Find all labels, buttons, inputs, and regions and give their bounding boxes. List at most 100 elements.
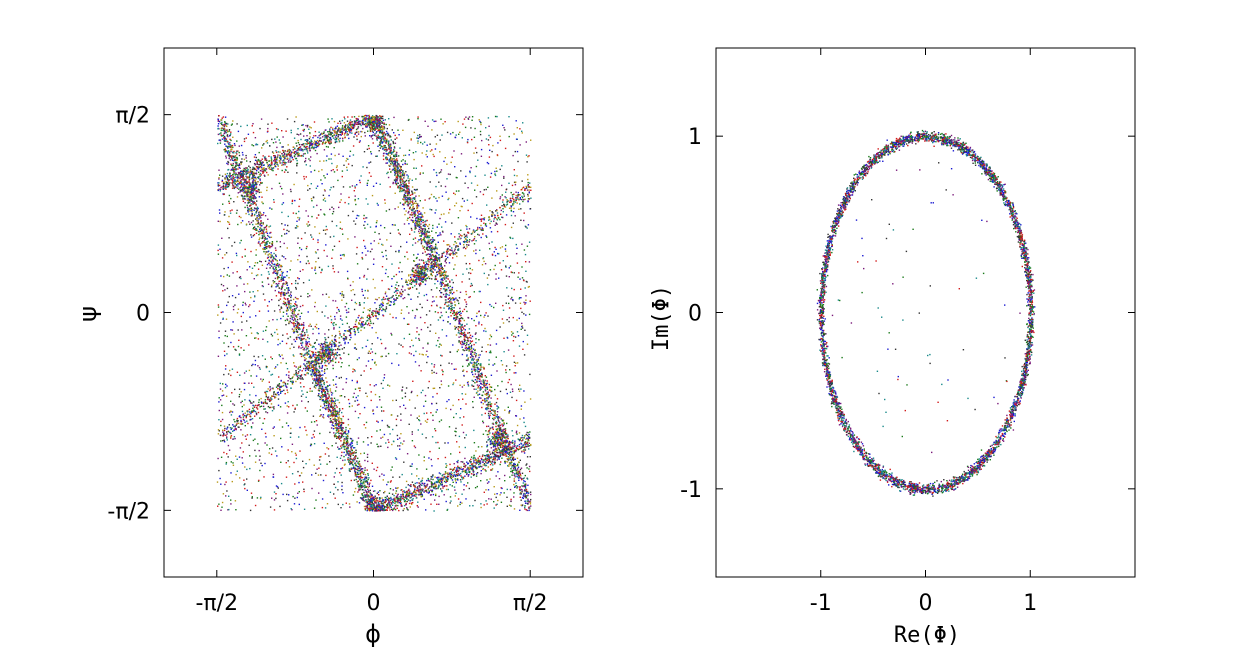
- line-point: [445, 258, 447, 260]
- noise-point: [291, 283, 293, 285]
- noise-point: [435, 344, 438, 347]
- noise-point: [380, 437, 382, 439]
- line-point: [345, 338, 348, 340]
- noise-point: [448, 212, 450, 214]
- noise-point: [506, 488, 508, 491]
- noise-point: [230, 437, 232, 439]
- noise-point: [389, 144, 392, 146]
- line-point: [340, 134, 342, 136]
- noise-point: [524, 287, 526, 289]
- noise-point: [259, 497, 262, 500]
- noise-point: [348, 137, 350, 140]
- noise-point: [513, 133, 515, 135]
- noise-point: [225, 463, 227, 465]
- noise-point: [347, 238, 349, 240]
- noise-point: [330, 158, 332, 160]
- line-point: [400, 495, 402, 498]
- line-point: [415, 277, 418, 280]
- line-point: [524, 445, 527, 448]
- line-point: [237, 420, 239, 422]
- noise-point: [359, 304, 361, 306]
- line-point: [511, 194, 514, 196]
- noise-point: [253, 265, 256, 267]
- noise-point: [354, 195, 356, 197]
- noise-point: [387, 176, 390, 179]
- noise-point: [505, 371, 507, 374]
- line-point: [222, 185, 225, 187]
- line-point: [267, 165, 270, 167]
- line-point: [456, 252, 458, 254]
- noise-point: [301, 390, 303, 392]
- noise-point: [442, 319, 445, 322]
- line-point: [308, 364, 311, 367]
- noise-point: [308, 158, 310, 160]
- noise-point: [324, 136, 326, 138]
- noise-point: [528, 155, 530, 157]
- noise-point: [305, 396, 307, 398]
- line-point: [313, 142, 315, 144]
- noise-point: [400, 344, 402, 346]
- noise-point: [349, 506, 351, 508]
- noise-point: [252, 363, 254, 366]
- noise-point: [366, 223, 369, 226]
- line-point: [388, 492, 391, 494]
- noise-point: [419, 239, 421, 241]
- line-point: [504, 206, 507, 208]
- noise-point: [354, 472, 356, 474]
- noise-point: [348, 503, 351, 505]
- line-point: [301, 370, 303, 372]
- noise-point: [272, 152, 275, 154]
- noise-point: [390, 480, 392, 482]
- noise-point: [402, 509, 404, 512]
- noise-point: [486, 408, 488, 411]
- line-point: [347, 124, 349, 126]
- noise-point: [269, 448, 271, 450]
- noise-point: [276, 318, 278, 321]
- noise-point: [471, 384, 473, 386]
- noise-point: [398, 232, 400, 234]
- line-point: [219, 434, 222, 437]
- line-point: [324, 353, 327, 356]
- line-point: [466, 234, 468, 236]
- noise-point: [271, 373, 274, 376]
- line-point: [318, 139, 321, 142]
- noise-point: [276, 486, 279, 488]
- line-point: [286, 157, 289, 159]
- noise-point: [519, 418, 521, 420]
- line-point: [485, 223, 487, 225]
- noise-point: [505, 369, 507, 371]
- noise-point: [217, 355, 220, 357]
- line-point: [335, 140, 337, 142]
- noise-point: [287, 224, 289, 227]
- noise-point: [426, 150, 428, 152]
- noise-point: [446, 178, 448, 180]
- line-point: [467, 231, 469, 234]
- noise-point: [294, 497, 296, 499]
- noise-point: [430, 304, 433, 307]
- noise-point: [455, 492, 457, 494]
- line-point: [477, 228, 479, 230]
- line-point: [397, 289, 399, 292]
- noise-point: [481, 446, 483, 448]
- line-point: [495, 210, 497, 212]
- noise-point: [321, 506, 324, 509]
- noise-point: [441, 134, 443, 136]
- line-point: [259, 179, 261, 181]
- noise-point: [236, 271, 238, 273]
- noise-point: [506, 203, 509, 205]
- noise-point: [357, 437, 360, 439]
- noise-point: [294, 157, 297, 160]
- line-point: [355, 321, 357, 323]
- noise-point: [431, 465, 433, 467]
- noise-point: [499, 494, 501, 496]
- noise-point: [470, 216, 472, 218]
- noise-point: [257, 332, 259, 335]
- noise-point: [328, 158, 330, 160]
- line-point: [243, 419, 245, 421]
- line-point: [280, 380, 282, 382]
- line-point: [260, 164, 263, 166]
- line-point: [274, 161, 276, 163]
- line-point: [290, 153, 292, 155]
- noise-point: [399, 261, 401, 264]
- line-point: [335, 131, 337, 133]
